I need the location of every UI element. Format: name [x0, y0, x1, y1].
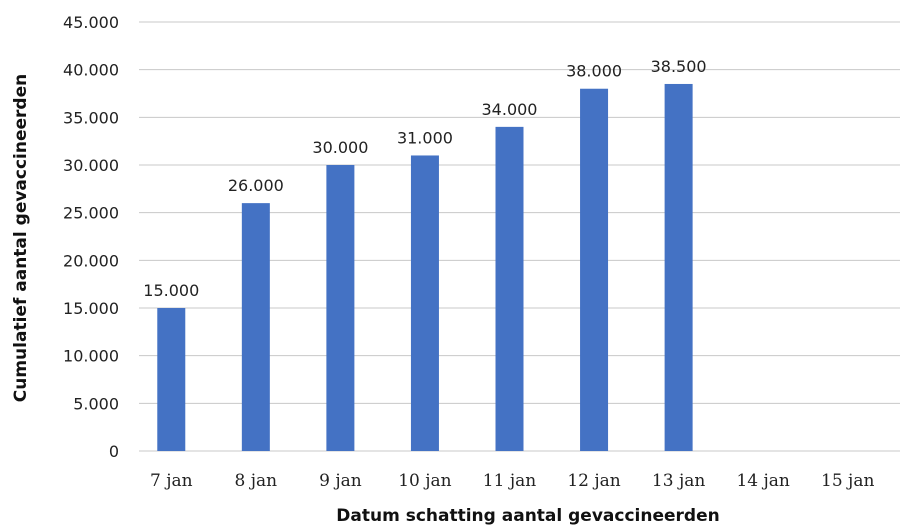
x-tick-label: 8 jan	[235, 471, 278, 491]
y-tick-label: 20.000	[63, 251, 119, 270]
y-axis-title: Cumulatief aantal gevaccineerden	[11, 74, 31, 402]
x-axis-title: Datum schatting aantal gevaccineerden	[336, 506, 719, 526]
bar	[157, 308, 186, 451]
y-tick-label: 30.000	[63, 156, 119, 175]
data-label: 26.000	[228, 176, 284, 195]
y-tick-label: 45.000	[63, 13, 119, 32]
data-label: 31.000	[397, 128, 453, 147]
data-label: 15.000	[143, 281, 199, 300]
data-labels: 15.000 26.000 30.000 31.000 34.000 38.000 38.5…	[143, 57, 706, 300]
y-tick-label: 0	[109, 442, 119, 461]
bar	[241, 203, 270, 451]
y-tick-label: 25.000	[63, 204, 119, 223]
x-tick-label: 10 jan	[398, 471, 451, 491]
y-tick-label: 10.000	[63, 347, 119, 366]
x-tick-label: 7 jan	[150, 471, 193, 491]
data-label: 38.000	[566, 62, 622, 81]
y-tick-label: 5.000	[73, 394, 119, 413]
y-tick-label: 35.000	[63, 108, 119, 127]
x-tick-label: 11 jan	[483, 471, 536, 491]
data-label: 30.000	[312, 138, 368, 157]
x-tick-label: 9 jan	[319, 471, 362, 491]
x-axis: 7 jan 8 jan 9 jan 10 jan 11 jan 12 jan 13 jan 1…	[150, 471, 874, 491]
y-axis: 0 5.000 10.000 15.000 20.000 25.000 30.000 35.0…	[63, 13, 119, 461]
y-tick-label: 15.000	[63, 299, 119, 318]
x-tick-label: 14 jan	[736, 471, 789, 491]
x-tick-label: 12 jan	[567, 471, 620, 491]
x-tick-label: 15 jan	[821, 471, 874, 491]
bar	[664, 83, 693, 451]
bars	[157, 83, 693, 451]
data-label: 38.500	[651, 57, 707, 76]
bar	[580, 88, 609, 451]
bar	[495, 126, 524, 451]
data-label: 34.000	[482, 100, 538, 119]
y-tick-label: 40.000	[63, 61, 119, 80]
bar	[410, 155, 439, 451]
x-tick-label: 13 jan	[652, 471, 705, 491]
bar	[326, 165, 355, 451]
